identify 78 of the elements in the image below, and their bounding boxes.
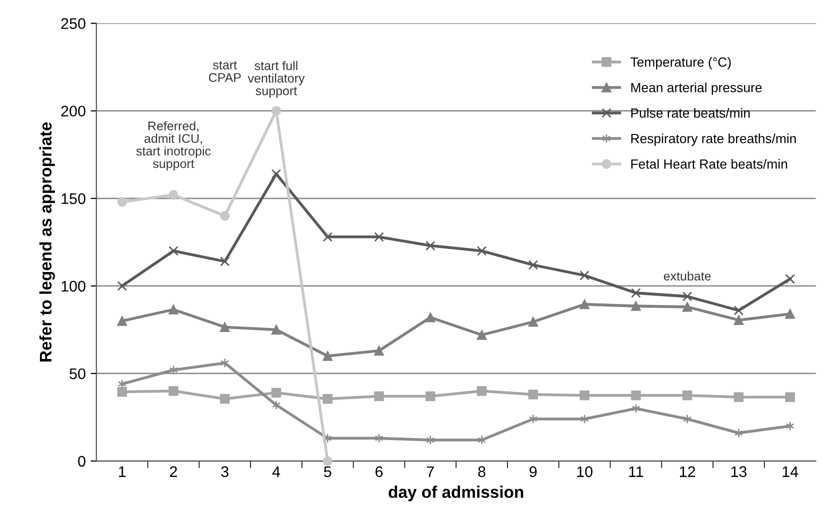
point: [220, 322, 230, 332]
point: [426, 391, 436, 402]
x-tick-label: 6: [376, 466, 383, 478]
point: [220, 394, 230, 404]
x-tick-label: 8: [478, 466, 486, 478]
y-tick-label: 250: [61, 18, 86, 29]
point: [117, 316, 127, 326]
legend-label: Pulse rate beats/min: [631, 108, 750, 118]
point: [117, 387, 127, 397]
x-tick-label: 5: [324, 466, 332, 478]
point: [322, 456, 332, 466]
x-tick-label: 13: [731, 466, 747, 478]
x-tick-label: 11: [629, 466, 644, 477]
legend-label: Fetal Heart Rate beats/min: [631, 159, 788, 169]
point: [734, 392, 744, 402]
point: [631, 288, 641, 298]
point: [426, 240, 436, 251]
annotation: start full ventilatory support: [248, 60, 305, 98]
point: [374, 391, 384, 402]
point: [734, 306, 744, 316]
point: [322, 232, 332, 242]
point: [322, 394, 332, 404]
point: [426, 312, 436, 322]
x-tick-label: 10: [577, 466, 592, 478]
point: [580, 299, 590, 310]
y-tick-label: 50: [70, 368, 86, 380]
point: [168, 190, 178, 200]
point: [117, 281, 127, 291]
x-tick-label: 9: [530, 466, 537, 478]
point: [682, 302, 692, 312]
point: [528, 316, 538, 327]
point: [168, 304, 178, 314]
point: [476, 246, 487, 256]
point: [271, 324, 282, 335]
point: [220, 211, 230, 221]
point: [785, 274, 795, 284]
point: [682, 390, 692, 400]
annotation: start CPAP: [208, 61, 241, 82]
annotation: Referred, admit ICU, start inotropic support: [136, 121, 211, 171]
point: [374, 232, 384, 242]
point: [682, 292, 692, 302]
point: [168, 386, 178, 396]
y-tick-label: 100: [62, 280, 86, 292]
x-tick-label: 2: [170, 466, 177, 477]
x-tick-label: 3: [221, 466, 228, 478]
x-tick-label: 7: [426, 466, 434, 477]
x-tick-label: 4: [272, 466, 280, 477]
x-tick-label: 12: [680, 466, 696, 477]
point: [785, 392, 795, 402]
y-tick-label: 0: [78, 456, 86, 467]
y-tick-label: 200: [61, 106, 86, 117]
legend-label: Mean arterial pressure: [631, 82, 762, 95]
point: [322, 351, 332, 361]
point: [476, 386, 487, 396]
point: [631, 301, 641, 311]
point: [580, 390, 590, 400]
point: [734, 315, 744, 325]
point: [528, 390, 538, 400]
y-axis-title: Refer to legend as appropriate: [39, 122, 55, 362]
x-axis-title: day of admission: [388, 486, 524, 502]
point: [631, 390, 641, 400]
legend-label: Respiratory rate breaths/min: [631, 134, 796, 146]
point: [374, 346, 384, 356]
point: [271, 169, 282, 179]
point: [117, 197, 127, 207]
point: [271, 106, 282, 116]
x-tick-label: 14: [782, 466, 798, 477]
point: [785, 309, 795, 319]
point: [168, 246, 178, 256]
point: [220, 256, 230, 266]
point: [580, 270, 590, 280]
y-tick-label: 150: [62, 193, 86, 204]
point: [476, 330, 487, 340]
annotation: extubate: [664, 271, 711, 281]
point: [271, 388, 282, 398]
point: [528, 260, 538, 270]
legend-label: Temperature (°C): [630, 57, 731, 70]
x-tick-label: 1: [119, 466, 126, 477]
